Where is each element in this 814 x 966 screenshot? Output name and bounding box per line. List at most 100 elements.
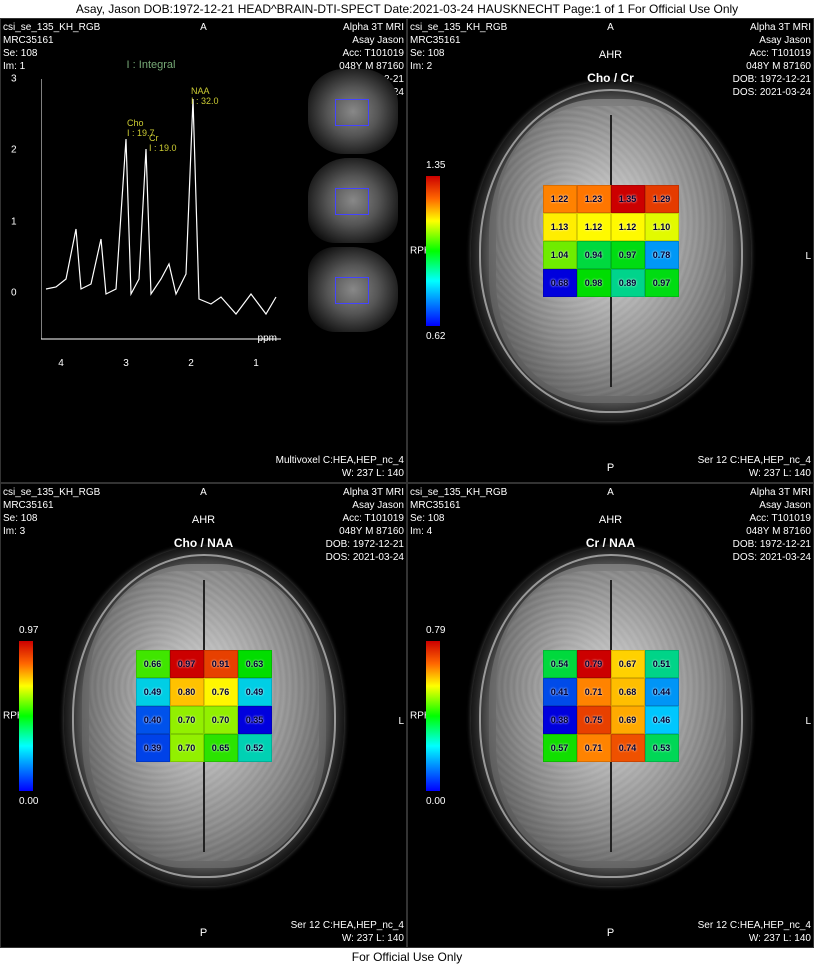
voxel-grid: 0.540.790.670.51 0.410.710.680.44 0.380.75… [543,650,679,762]
colorbar-max: 1.35 [426,160,445,171]
map-title: Cr / NAA [586,536,635,550]
colorbar-min: 0.00 [426,796,445,807]
map-title: Cho / Cr [587,71,634,85]
panel-2: csi_se_135_KH_RGB MRC35161 Se: 108 Im: 3… [0,483,407,948]
spectrum-title: I : Integral [127,59,176,71]
voxel-cell: 0.54 [543,650,577,678]
voxel-cell: 1.13 [543,213,577,241]
orientation-right: L [805,251,811,262]
meta-top-left: csi_se_135_KH_RGB MRC35161 Se: 108 Im: 4 [410,486,507,538]
orientation-bottom: P [607,927,614,939]
panel-3: csi_se_135_KH_RGB MRC35161 Se: 108 Im: 4… [407,483,814,948]
spectrum-plot: I : Integral01234321ChoI : 19.7CrI : 19.… [11,59,291,379]
voxel-cell: 0.89 [611,269,645,297]
voxel-cell: 0.94 [577,241,611,269]
voxel-cell: 1.12 [611,213,645,241]
orientation-top: A [607,486,614,499]
voxel-cell: 0.52 [238,734,272,762]
orientation-bottom: P [607,462,614,474]
voxel-cell: 0.40 [136,706,170,734]
voxel-cell: 0.69 [611,706,645,734]
voxel-cell: 0.46 [645,706,679,734]
voxel-cell: 0.51 [645,650,679,678]
voxel-cell: 0.91 [204,650,238,678]
voxel-cell: 1.29 [645,185,679,213]
voxel-cell: 0.39 [136,734,170,762]
voxel-cell: 1.22 [543,185,577,213]
spectrum-axes [41,79,281,349]
voxel-cell: 0.75 [577,706,611,734]
colorbar-min: 0.00 [19,796,38,807]
voxel-cell: 0.97 [611,241,645,269]
voxel-grid: 1.221.231.351.291.131.121.121.101.040.94… [543,185,679,297]
orientation-right: L [398,716,404,727]
localizer [308,247,398,332]
localizer-images [308,69,398,332]
colorbar: 0.790.00 [426,641,440,791]
voxel-cell: 0.79 [577,650,611,678]
voxel-cell: 1.23 [577,185,611,213]
ytick: 1 [11,216,17,227]
xtick: 1 [253,358,259,369]
voxel-cell: 0.98 [577,269,611,297]
voxel-cell: 0.68 [611,678,645,706]
meta-bottom-right: Ser 12 C:HEA,HEP_nc_4 W: 237 L: 140 [291,919,404,945]
voxel-cell: 0.66 [136,650,170,678]
localizer [308,69,398,154]
meta-bottom-right: Multivoxel C:HEA,HEP_nc_4 W: 237 L: 140 [276,454,404,480]
voxel-cell: 0.70 [204,706,238,734]
voxel-cell: 0.53 [645,734,679,762]
ytick: 0 [11,288,17,299]
map-title: Cho / NAA [174,536,233,550]
meta-top-left: csi_se_135_KH_RGB MRC35161 Se: 108 Im: 3 [3,486,100,538]
voxel-cell: 0.41 [543,678,577,706]
voxel-grid: 0.660.970.910.630.490.800.760.490.400.70… [136,650,272,762]
page-footer: For Official Use Only [0,948,814,966]
ahr-label: AHR [599,514,622,526]
colorbar-max: 0.79 [426,625,445,636]
orientation-bottom: P [200,927,207,939]
orientation-top: A [607,21,614,34]
xtick: 2 [188,358,194,369]
voxel-cell: 0.68 [543,269,577,297]
voxel-cell: 1.12 [577,213,611,241]
voxel-cell: 0.65 [204,734,238,762]
colorbar: 0.970.00 [19,641,33,791]
colorbar-max: 0.97 [19,625,38,636]
voxel-cell: 1.35 [611,185,645,213]
orientation-top: A [200,486,207,499]
orientation-top: A [200,21,207,34]
voxel-cell: 0.67 [611,650,645,678]
meta-bottom-right: Ser 12 C:HEA,HEP_nc_4 W: 237 L: 140 [698,919,811,945]
voxel-cell: 0.63 [238,650,272,678]
voxel-cell: 1.04 [543,241,577,269]
meta-bottom-right: Ser 12 C:HEA,HEP_nc_4 W: 237 L: 140 [698,454,811,480]
meta-top-left: csi_se_135_KH_RGB MRC35161 Se: 108 Im: 2 [410,21,507,73]
localizer [308,158,398,243]
voxel-cell: 0.44 [645,678,679,706]
xtick: 4 [58,358,64,369]
xtick: 3 [123,358,129,369]
voxel-cell: 0.35 [238,706,272,734]
voxel-cell: 0.70 [170,706,204,734]
voxel-cell: 0.70 [170,734,204,762]
voxel-cell: 0.80 [170,678,204,706]
panel-1: csi_se_135_KH_RGB MRC35161 Se: 108 Im: 2… [407,18,814,483]
orientation-right: L [805,716,811,727]
voxel-cell: 0.78 [645,241,679,269]
voxel-cell: 0.97 [170,650,204,678]
voxel-cell: 0.74 [611,734,645,762]
voxel-cell: 0.38 [543,706,577,734]
ahr-label: AHR [599,49,622,61]
ahr-label: AHR [192,514,215,526]
voxel-cell: 1.10 [645,213,679,241]
voxel-cell: 0.97 [645,269,679,297]
image-grid: csi_se_135_KH_RGB MRC35161 Se: 108 Im: 1… [0,18,814,948]
colorbar-min: 0.62 [426,331,445,342]
peak-label: NAAI : 32.0 [191,87,219,107]
voxel-cell: 0.71 [577,678,611,706]
voxel-cell: 0.57 [543,734,577,762]
voxel-cell: 0.49 [136,678,170,706]
ytick: 3 [11,74,17,85]
voxel-cell: 0.71 [577,734,611,762]
